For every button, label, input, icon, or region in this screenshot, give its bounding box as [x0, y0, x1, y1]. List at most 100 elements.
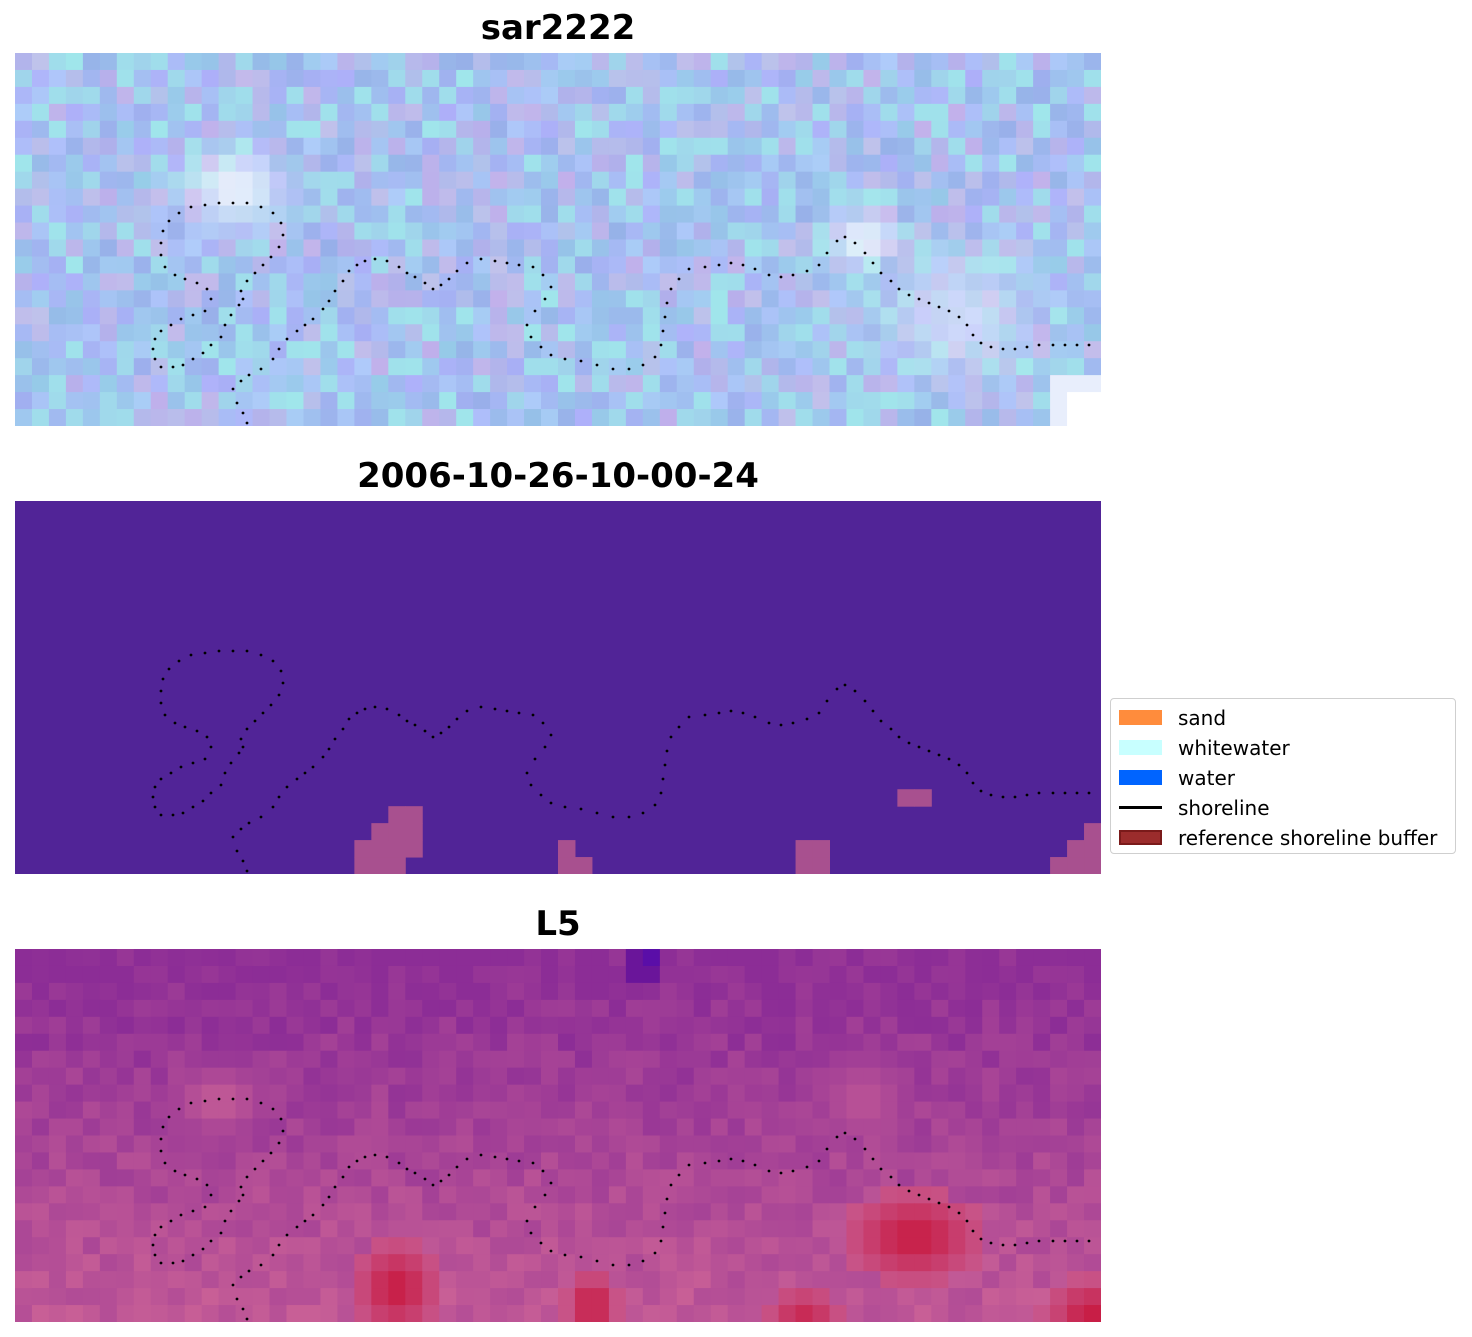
shoreline-dot	[153, 1253, 157, 1257]
l5-pixel	[710, 1101, 729, 1120]
l5-pixel	[269, 1135, 287, 1153]
shoreline-dot	[979, 341, 983, 345]
sar-pixel	[795, 307, 814, 325]
sar-pixel	[812, 120, 830, 139]
sar-pixel	[116, 324, 135, 342]
sar-pixel	[761, 154, 780, 173]
l5-pixel	[99, 1237, 118, 1255]
sar-pixel	[116, 273, 135, 291]
shoreline-dot	[201, 1247, 205, 1251]
sar-pixel	[337, 239, 355, 257]
sar-pixel	[744, 358, 763, 376]
sar-pixel	[795, 239, 814, 257]
sar-pixel	[473, 69, 491, 88]
l5-pixel	[133, 1305, 152, 1322]
l5-pixel	[371, 1084, 389, 1103]
l5-pixel	[948, 1169, 966, 1187]
l5-pixel	[439, 1135, 457, 1153]
sar-pixel	[184, 341, 203, 359]
sar-pixel	[99, 290, 118, 308]
l5-pixel	[574, 999, 593, 1018]
sar-pixel	[863, 103, 881, 122]
sar-pixel	[507, 341, 525, 359]
sar-pixel	[31, 53, 50, 71]
l5-pixel	[1067, 1016, 1085, 1035]
l5-pixel	[558, 1305, 576, 1322]
shoreline-dot	[843, 683, 847, 687]
l5-pixel	[897, 1220, 915, 1238]
sar-pixel	[829, 358, 847, 376]
l5-pixel	[150, 1237, 169, 1255]
shoreline-dot	[203, 757, 207, 761]
l5-pixel	[167, 1033, 186, 1052]
shoreline-dot	[937, 1201, 941, 1205]
l5-pixel	[710, 1203, 729, 1221]
sar-pixel	[371, 375, 389, 393]
l5-pixel	[82, 1118, 101, 1136]
shoreline-dot	[269, 255, 273, 259]
l5-pixel	[218, 1169, 237, 1187]
sar-pixel	[99, 392, 118, 410]
sar-pixel	[337, 341, 355, 359]
sar-pixel	[201, 409, 220, 426]
l5-pixel	[337, 1237, 355, 1255]
sar-pixel	[1050, 256, 1068, 274]
l5-pixel	[693, 1169, 712, 1187]
l5-pixel	[880, 949, 898, 967]
sar-pixel	[863, 256, 881, 274]
l5-pixel	[761, 1152, 780, 1170]
l5-pixel	[1033, 1203, 1051, 1221]
buffer-pixel	[405, 840, 423, 858]
sar-pixel	[1016, 290, 1034, 308]
l5-pixel	[303, 1118, 321, 1136]
sar-pixel	[82, 239, 101, 257]
shoreline-dot	[979, 789, 983, 793]
sar-pixel	[116, 154, 135, 173]
shoreline-dot	[153, 1233, 157, 1237]
sar-pixel	[642, 341, 661, 359]
l5-pixel	[65, 1067, 84, 1086]
sar-pixel	[795, 205, 814, 224]
sar-pixel	[897, 69, 915, 88]
sar-pixel	[541, 358, 559, 376]
l5-pixel	[422, 1254, 440, 1272]
shoreline-dot	[355, 711, 359, 715]
shoreline-dot	[397, 265, 401, 269]
l5-pixel	[354, 999, 372, 1018]
shoreline-dot	[171, 813, 175, 817]
l5-pixel	[405, 1220, 423, 1238]
l5-pixel	[642, 999, 661, 1018]
l5-pixel	[439, 1271, 457, 1289]
l5-pixel	[863, 982, 881, 1001]
l5-pixel	[1067, 949, 1085, 967]
sar-pixel	[829, 256, 847, 274]
l5-pixel	[846, 1220, 864, 1238]
l5-pixel	[65, 1254, 84, 1272]
sar-pixel	[625, 53, 644, 71]
l5-pixel	[625, 1271, 644, 1289]
l5-pixel	[829, 1101, 847, 1120]
l5-pixel	[693, 1237, 712, 1255]
sar-pixel	[965, 307, 983, 325]
sar-pixel	[82, 137, 101, 156]
sar-pixel	[201, 154, 220, 173]
l5-pixel	[676, 1118, 695, 1136]
sar-pixel	[269, 103, 287, 122]
sar-pixel	[880, 307, 898, 325]
sar-pixel	[795, 188, 814, 207]
sar-pixel	[625, 290, 644, 308]
sar-pixel	[965, 392, 983, 410]
l5-pixel	[574, 1033, 593, 1052]
sar-pixel	[507, 222, 525, 240]
sar-pixel	[999, 205, 1017, 224]
sar-pixel	[133, 409, 152, 426]
shoreline-dot	[237, 751, 241, 755]
l5-pixel	[880, 999, 898, 1018]
l5-pixel	[15, 1169, 33, 1187]
l5-pixel	[422, 949, 440, 967]
l5-pixel	[99, 1135, 118, 1153]
sar-pixel	[99, 409, 118, 426]
l5-pixel	[31, 1288, 50, 1306]
l5-pixel	[608, 1220, 627, 1238]
sar-pixel	[931, 222, 949, 240]
